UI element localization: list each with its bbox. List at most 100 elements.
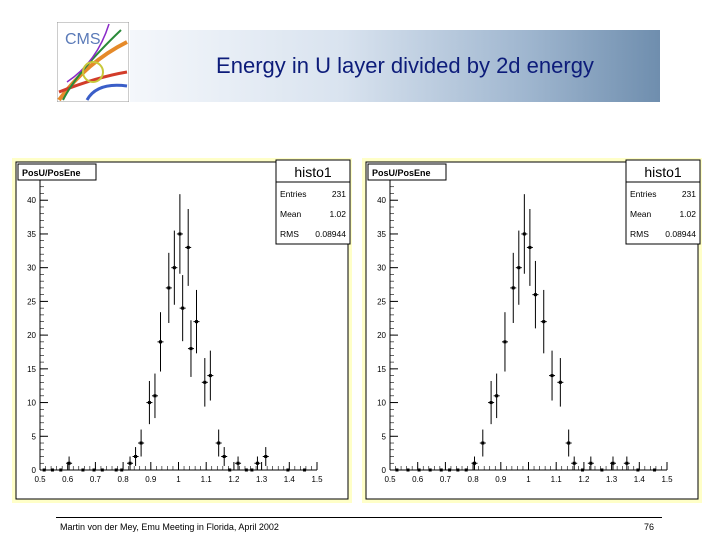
data-point [439, 468, 443, 472]
data-point [464, 468, 468, 472]
histogram-right-svg: PosU/PosEne histo1 Entries 231 Mean 1.02 RMS 0.… [365, 159, 701, 500]
data-point [567, 441, 571, 445]
stats-key-entries: Entries [280, 189, 306, 199]
data-point [428, 468, 432, 472]
data-point [50, 468, 54, 472]
data-point [100, 468, 104, 472]
data-point [236, 461, 240, 465]
data-point [255, 461, 259, 465]
footer-text: Martin von der Mey, Emu Meeting in Flori… [60, 522, 279, 532]
x-tick-label: 0.7 [90, 475, 102, 484]
stats-key-rms: RMS [630, 229, 649, 239]
data-point [114, 468, 118, 472]
histogram-panel-left: PosU/PosEne histo1 Entries 231 Mean 1.02 RMS 0.… [12, 158, 352, 503]
data-point [528, 245, 532, 249]
histogram-name-box [367, 163, 447, 181]
x-tick-label: 1.5 [661, 475, 673, 484]
data-point [481, 441, 485, 445]
y-tick-label: 30 [27, 264, 36, 273]
data-point [533, 293, 537, 297]
data-point [250, 468, 254, 472]
data-point [636, 468, 640, 472]
y-tick-label: 20 [27, 331, 36, 340]
slide-title: Energy in U layer divided by 2d energy [216, 53, 594, 78]
data-point [42, 468, 46, 472]
stats-value-entries: 231 [682, 189, 696, 199]
x-tick-label: 0.9 [495, 475, 507, 484]
data-point [600, 468, 604, 472]
data-point [542, 320, 546, 324]
y-tick-label: 0 [32, 466, 37, 475]
x-tick-label: 1.5 [311, 475, 323, 484]
data-point [495, 394, 499, 398]
x-tick-label: 0.7 [440, 475, 452, 484]
data-point [550, 374, 554, 378]
data-point [572, 461, 576, 465]
data-point [417, 468, 421, 472]
data-point [92, 468, 96, 472]
x-tick-label: 0.8 [468, 475, 480, 484]
data-point [153, 394, 157, 398]
data-point [653, 468, 657, 472]
data-point [286, 468, 290, 472]
x-tick-label: 0.6 [62, 475, 74, 484]
page-number: 76 [644, 522, 655, 532]
histogram-name-label: PosU/PosEne [22, 168, 81, 178]
y-tick-label: 15 [27, 365, 36, 374]
x-tick-label: 0.8 [118, 475, 130, 484]
data-point [203, 380, 207, 384]
y-tick-label: 15 [377, 365, 386, 374]
x-tick-label: 1 [176, 475, 181, 484]
data-point [395, 468, 399, 472]
data-point [81, 468, 85, 472]
data-point [472, 461, 476, 465]
cms-logo: CMS [57, 22, 129, 102]
stats-value-entries: 231 [332, 189, 346, 199]
data-point [158, 340, 162, 344]
footer-divider [56, 517, 662, 518]
x-tick-label: 1.1 [201, 475, 213, 484]
data-point [303, 468, 307, 472]
y-tick-label: 25 [377, 297, 386, 306]
x-tick-label: 1.2 [578, 475, 590, 484]
data-point [456, 468, 460, 472]
data-point [448, 468, 452, 472]
data-point [489, 401, 493, 405]
data-point [120, 468, 124, 472]
stats-box [625, 159, 701, 245]
stats-key-mean: Mean [630, 209, 652, 219]
stats-box [275, 159, 351, 245]
stats-key-rms: RMS [280, 229, 299, 239]
stats-title: histo1 [644, 164, 682, 180]
y-tick-label: 10 [377, 399, 386, 408]
data-point [589, 461, 593, 465]
stats-value-mean: 1.02 [329, 209, 346, 219]
data-point [139, 441, 143, 445]
stats-value-rms: 0.08944 [665, 229, 696, 239]
data-point [172, 266, 176, 270]
x-tick-label: 1.4 [284, 475, 296, 484]
stats-value-mean: 1.02 [679, 209, 696, 219]
data-point [611, 461, 615, 465]
data-point [222, 455, 226, 459]
x-tick-label: 0.6 [412, 475, 424, 484]
data-point [581, 468, 585, 472]
data-point [59, 468, 63, 472]
y-tick-label: 40 [377, 196, 386, 205]
data-point [128, 461, 132, 465]
x-tick-label: 1.4 [634, 475, 646, 484]
stats-title: histo1 [294, 164, 332, 180]
data-point [625, 461, 629, 465]
y-tick-label: 40 [27, 196, 36, 205]
x-tick-label: 1.1 [551, 475, 563, 484]
y-tick-label: 0 [382, 466, 387, 475]
y-tick-label: 30 [377, 264, 386, 273]
data-point [228, 468, 232, 472]
stats-value-rms: 0.08944 [315, 229, 346, 239]
stats-key-entries: Entries [630, 189, 656, 199]
y-tick-label: 5 [382, 432, 387, 441]
data-point [244, 468, 248, 472]
data-point [217, 441, 221, 445]
histogram-name-box [17, 163, 97, 181]
data-point [178, 232, 182, 236]
